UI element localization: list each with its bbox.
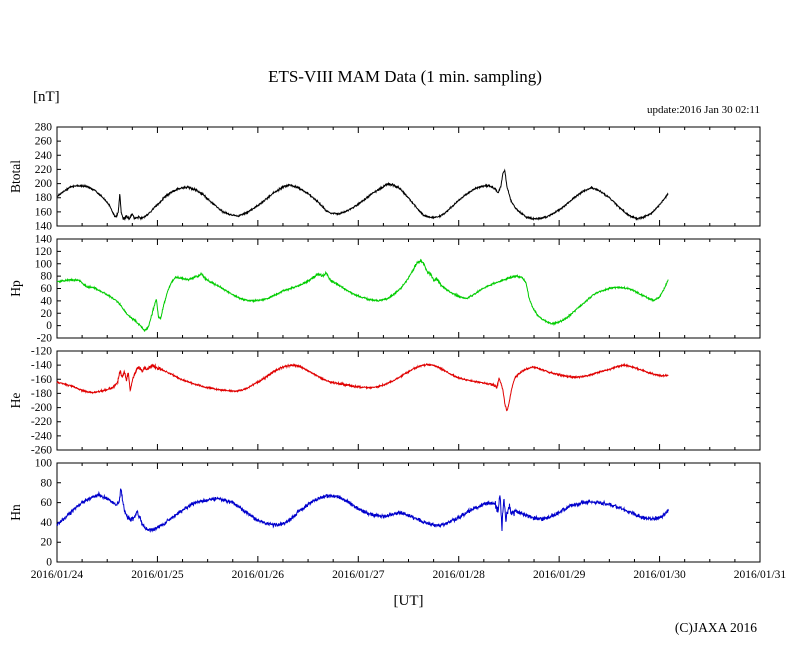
x-tick-label: 2016/01/25 [131, 569, 184, 581]
panel-frame [56, 126, 761, 227]
series-Btotal [56, 168, 669, 222]
y-unit-label: [nT] [33, 89, 60, 105]
y-tick-label: 80 [41, 477, 53, 489]
y-tick-label: 20 [41, 537, 53, 549]
y-tick-label: -260 [31, 445, 52, 457]
y-tick-label: -20 [37, 333, 53, 345]
y-tick-label: 0 [46, 557, 52, 569]
copyright-label: (C)JAXA 2016 [674, 620, 757, 635]
panel-ticks [56, 238, 761, 339]
panel-frame [56, 238, 761, 339]
series-He [56, 362, 669, 412]
y-tick-label: -180 [31, 388, 52, 400]
panel-Hn: 0 20 40 60 80 100 Hn [8, 458, 761, 569]
y-tick-label: -220 [31, 416, 52, 428]
panel-ticks [56, 126, 761, 227]
series-Hn [56, 488, 669, 533]
y-tick-label: 180 [35, 192, 53, 204]
panel-Btotal: 140 160 180 200 220 240 260 280 Btotal [8, 122, 761, 233]
update-timestamp: update:2016 Jan 30 02:11 [647, 104, 760, 116]
y-tick-label: 40 [41, 295, 53, 307]
x-tick-label: 2016/01/29 [533, 569, 586, 581]
y-tick-label: 80 [41, 271, 53, 283]
y-tick-label: 200 [35, 178, 53, 190]
y-tick-label: 140 [35, 221, 53, 233]
x-axis-label: [UT] [393, 593, 424, 609]
x-tick-label: 2016/01/26 [232, 569, 285, 581]
chart-title: ETS-VIII MAM Data (1 min. sampling) [268, 67, 542, 86]
x-tick-label: 2016/01/30 [633, 569, 686, 581]
x-tick-label: 2016/01/24 [31, 569, 84, 581]
panel-He: -260 -240 -220 -200 -180 -160 -140 -120 He [8, 346, 761, 457]
y-tick-label: 100 [35, 258, 53, 270]
panel-ticks [56, 462, 761, 563]
panel-name-He: He [8, 393, 23, 409]
y-tick-label: -160 [31, 374, 52, 386]
y-tick-label: 0 [46, 320, 52, 332]
y-tick-label: 220 [35, 164, 53, 176]
panel-name-Hn: Hn [8, 504, 23, 521]
y-tick-label: 240 [35, 150, 53, 162]
y-tick-label: 60 [41, 497, 53, 509]
x-tick-label: 2016/01/31 [734, 569, 787, 581]
series-Hp [56, 258, 669, 332]
panel-frame [56, 350, 761, 451]
panel-name-Btotal: Btotal [8, 160, 23, 193]
y-tick-label: 260 [35, 136, 53, 148]
y-tick-label: 280 [35, 122, 53, 134]
y-tick-label: 100 [35, 458, 53, 470]
y-tick-label: -120 [31, 346, 52, 358]
y-tick-label: 160 [35, 206, 53, 218]
panel-name-Hp: Hp [8, 280, 23, 297]
y-tick-label: -240 [31, 430, 52, 442]
y-tick-label: -200 [31, 402, 52, 414]
x-tick-label: 2016/01/27 [332, 569, 385, 581]
x-tick-label: 2016/01/28 [433, 569, 486, 581]
y-tick-label: 40 [41, 517, 53, 529]
y-tick-label: 60 [41, 283, 53, 295]
y-tick-label: 20 [41, 308, 53, 320]
y-tick-label: 120 [35, 246, 53, 258]
y-tick-label: -140 [31, 360, 52, 372]
y-tick-label: 140 [35, 234, 53, 246]
panel-frame [56, 462, 761, 563]
panel-ticks [56, 350, 761, 451]
